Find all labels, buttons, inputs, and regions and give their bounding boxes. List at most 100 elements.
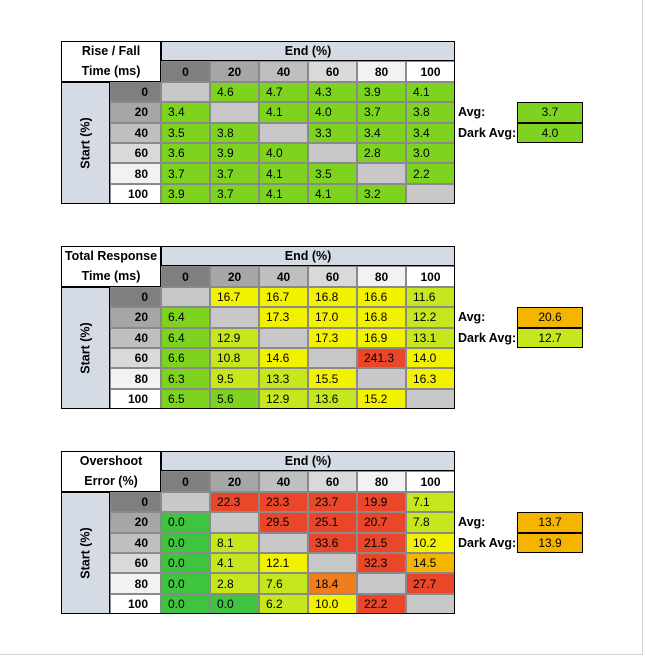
avg-value: 20.6 <box>517 307 583 328</box>
heatmap-cell <box>259 122 308 143</box>
heatmap-cell <box>259 327 308 348</box>
heatmap-cell: 3.7 <box>357 102 406 123</box>
row-header-80: 80 <box>110 163 161 184</box>
col-header-40: 40 <box>259 471 308 493</box>
col-header-60: 60 <box>308 266 357 288</box>
heatmap-cell: 20.7 <box>357 512 406 533</box>
heatmap-cell: 4.6 <box>210 81 259 103</box>
col-header-60: 60 <box>308 61 357 83</box>
heatmap-cell <box>406 388 455 410</box>
heatmap-cell <box>406 183 455 205</box>
heatmap-cell <box>210 512 259 533</box>
heatmap-cell: 3.7 <box>161 163 210 184</box>
row-header-80: 80 <box>110 368 161 389</box>
heatmap-cell: 3.9 <box>161 183 210 205</box>
avg-value: 3.7 <box>517 102 583 123</box>
heatmap-cell: 23.3 <box>259 491 308 513</box>
heatmap-cell: 3.5 <box>161 122 210 143</box>
heatmap-cell: 6.4 <box>161 307 210 328</box>
col-header-80: 80 <box>357 471 406 493</box>
heatmap-cell <box>357 368 406 389</box>
dark-avg-value: 13.9 <box>517 532 583 553</box>
col-header-20: 20 <box>210 266 259 288</box>
heatmap-cell: 13.1 <box>406 327 455 348</box>
heatmap-cell: 6.4 <box>161 327 210 348</box>
col-header-60: 60 <box>308 471 357 493</box>
table-title-line: Time (ms) <box>81 269 141 284</box>
heatmap-cell: 3.4 <box>406 122 455 143</box>
heatmap-cell: 3.9 <box>357 81 406 103</box>
heatmap-cell: 29.5 <box>259 512 308 533</box>
row-header-100: 100 <box>110 388 161 410</box>
col-header-0: 0 <box>161 61 210 83</box>
heatmap-cell: 12.2 <box>406 307 455 328</box>
row-header-80: 80 <box>110 573 161 594</box>
heatmap-cell: 3.4 <box>357 122 406 143</box>
heatmap-cell: 2.2 <box>406 163 455 184</box>
heatmap-cell: 4.1 <box>259 102 308 123</box>
heatmap-cell: 16.9 <box>357 327 406 348</box>
heatmap-cell: 0.0 <box>161 553 210 574</box>
heatmap-cell: 27.7 <box>406 573 455 594</box>
col-header-40: 40 <box>259 266 308 288</box>
heatmap-cell: 4.7 <box>259 81 308 103</box>
heatmap-cell: 18.4 <box>308 573 357 594</box>
heatmap-cell: 16.8 <box>357 307 406 328</box>
col-header-80: 80 <box>357 61 406 83</box>
heatmap-cell: 32.3 <box>357 553 406 574</box>
heatmap-cell: 3.7 <box>210 183 259 205</box>
row-axis-header: Start (%) <box>61 81 110 205</box>
heatmap-cell <box>406 593 455 615</box>
row-header-0: 0 <box>110 491 161 513</box>
table-title-line: Rise / Fall <box>81 44 141 59</box>
heatmap-cell: 3.0 <box>406 143 455 164</box>
heatmap-cell: 16.7 <box>259 286 308 308</box>
heatmap-cell <box>161 491 210 513</box>
avg-label: Avg: <box>458 310 486 325</box>
heatmap-cell: 16.7 <box>210 286 259 308</box>
dark-avg-value: 12.7 <box>517 327 583 348</box>
col-axis-header: End (%) <box>161 41 455 62</box>
heatmap-cell: 14.6 <box>259 348 308 369</box>
table-title-line: Time (ms) <box>81 64 141 79</box>
heatmap-cell <box>357 573 406 594</box>
dark-avg-label: Dark Avg: <box>458 125 517 140</box>
avg-label: Avg: <box>458 515 486 530</box>
col-header-20: 20 <box>210 471 259 493</box>
heatmap-cell: 12.1 <box>259 553 308 574</box>
heatmap-cell: 13.6 <box>308 388 357 410</box>
table-title: Rise / Fall Time (ms) <box>61 41 161 82</box>
heatmap-cell: 2.8 <box>210 573 259 594</box>
avg-value: 13.7 <box>517 512 583 533</box>
col-axis-header: End (%) <box>161 246 455 267</box>
heatmap-cell: 9.5 <box>210 368 259 389</box>
row-header-100: 100 <box>110 183 161 205</box>
col-header-100: 100 <box>406 61 455 83</box>
row-header-20: 20 <box>110 512 161 533</box>
heatmap-cell <box>308 348 357 369</box>
heatmap-cell: 7.8 <box>406 512 455 533</box>
heatmap-cell: 16.3 <box>406 368 455 389</box>
col-axis-header: End (%) <box>161 451 455 472</box>
heatmap-cell: 3.2 <box>357 183 406 205</box>
heatmap-cell: 17.3 <box>308 327 357 348</box>
row-axis-label: Start (%) <box>78 117 93 169</box>
heatmap-cell: 10.8 <box>210 348 259 369</box>
heatmap-cell: 5.6 <box>210 388 259 410</box>
heatmap-cell: 4.1 <box>259 183 308 205</box>
row-axis-header: Start (%) <box>61 491 110 615</box>
heatmap-cell: 4.3 <box>308 81 357 103</box>
table-title: Overshoot Error (%) <box>61 451 161 492</box>
heatmap-cell: 12.9 <box>210 327 259 348</box>
heatmap-cell: 6.2 <box>259 593 308 615</box>
heatmap-cell <box>161 81 210 103</box>
heatmap-cell: 4.1 <box>406 81 455 103</box>
heatmap-cell: 7.6 <box>259 573 308 594</box>
heatmap-cell: 241.3 <box>357 348 406 369</box>
row-axis-label: Start (%) <box>78 527 93 579</box>
row-header-20: 20 <box>110 102 161 123</box>
row-header-40: 40 <box>110 122 161 143</box>
heatmap-cell: 14.5 <box>406 553 455 574</box>
heatmap-cell <box>161 286 210 308</box>
